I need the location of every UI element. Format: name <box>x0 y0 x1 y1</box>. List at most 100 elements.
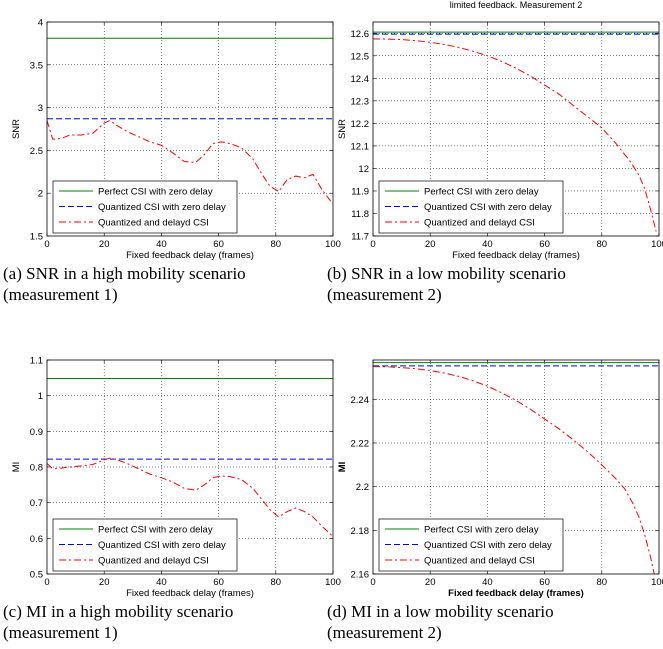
y-tick-label: 2.16 <box>351 570 370 581</box>
x-tick-label: 80 <box>271 577 282 588</box>
plot-frame <box>372 359 660 575</box>
y-tick-label: 1.5 <box>30 232 43 243</box>
y-tick-label: 2.2 <box>356 482 369 493</box>
y-tick-label: 2.5 <box>30 146 43 157</box>
x-tick-label: 100 <box>651 577 663 588</box>
y-tick-label: 12.2 <box>351 119 370 130</box>
x-tick-label: 20 <box>425 577 436 588</box>
x-tick-label: 40 <box>482 239 493 250</box>
legend: Perfect CSI with zero delay Quantized CSI… <box>378 180 564 234</box>
plot-frame <box>372 21 660 237</box>
y-tick-label: 11.9 <box>351 186 369 197</box>
x-axis-label: Fixed feedback delay (frames) <box>448 588 584 599</box>
legend-label-perfect: Perfect CSI with zero delay <box>98 187 213 198</box>
x-tick-label: 0 <box>44 577 49 588</box>
legend-label-perfect: Perfect CSI with zero delay <box>424 187 539 198</box>
caption-b: (b) SNR in a low mobility scenario (meas… <box>327 263 566 305</box>
y-tick-label: 12.5 <box>351 51 370 62</box>
y-tick-label: 0.9 <box>30 427 43 438</box>
y-tick-label: 2.18 <box>351 526 370 537</box>
x-tick-label: 100 <box>651 239 663 250</box>
y-tick-label: 11.8 <box>351 209 369 220</box>
x-axis-label: Fixed feedback delay (frames) <box>126 588 254 599</box>
caption-a-line1: (a) SNR in a high mobility scenario <box>3 264 246 283</box>
series-line-delayed <box>47 457 333 537</box>
legend-label-delayed: Quantized and delayd CSI <box>98 556 209 567</box>
x-tick-label: 0 <box>370 239 375 250</box>
legend-label-perfect: Perfect CSI with zero delay <box>424 525 539 536</box>
y-tick-label: 0.6 <box>30 534 43 545</box>
y-tick-label: 3.5 <box>30 60 43 71</box>
legend: Perfect CSI with zero delay Quantized CSI… <box>52 518 238 572</box>
legend-label-perfect: Perfect CSI with zero delay <box>98 525 213 536</box>
legend-box <box>52 180 238 234</box>
x-tick-label: 20 <box>425 239 436 250</box>
chart-title: limited feedback. Measurement 2 <box>450 0 583 10</box>
chart-c: 0 20 40 60 80 100 0.5 0.6 0.7 0.8 0.9 1 1.1 Fixed fee… <box>11 356 341 600</box>
caption-c: (c) MI in a high mobility scenario (meas… <box>3 601 233 643</box>
x-tick-label: 100 <box>325 239 341 250</box>
caption-d: (d) MI in a low mobility scenario (measu… <box>327 601 554 643</box>
y-tick-label: 12.4 <box>351 74 370 85</box>
caption-d-line1: (d) MI in a low mobility scenario <box>327 602 554 621</box>
caption-c-line2: (measurement 1) <box>3 623 118 642</box>
x-tick-label: 40 <box>156 239 167 250</box>
y-tick-label: 2 <box>38 189 43 200</box>
series-line-delayed <box>47 119 333 205</box>
legend-box <box>378 518 564 572</box>
x-tick-label: 80 <box>597 239 608 250</box>
y-tick-label: 11.7 <box>351 232 369 243</box>
legend-box <box>378 180 564 234</box>
y-axis-label: MI <box>11 462 22 473</box>
y-tick-label: 2.22 <box>351 438 370 449</box>
caption-d-line2: (measurement 2) <box>327 623 442 642</box>
x-tick-label: 60 <box>539 577 550 588</box>
y-axis-label: SNR <box>337 119 348 139</box>
x-tick-label: 20 <box>99 577 110 588</box>
legend: Perfect CSI with zero delay Quantized CSI… <box>52 180 238 234</box>
x-tick-label: 0 <box>44 239 49 250</box>
y-tick-label: 12.1 <box>351 141 370 152</box>
x-tick-label: 0 <box>370 577 375 588</box>
x-tick-label: 40 <box>156 577 167 588</box>
caption-c-line1: (c) MI in a high mobility scenario <box>3 602 234 621</box>
series-line-delayed <box>373 38 657 232</box>
y-axis-label: MI <box>337 462 348 473</box>
legend-label-quantized: Quantized CSI with zero delay <box>98 202 226 213</box>
x-tick-label: 80 <box>597 577 608 588</box>
y-tick-label: 1.1 <box>30 356 43 367</box>
legend-label-delayed: Quantized and delayd CSI <box>98 218 209 229</box>
chart-d: 0 20 40 60 80 100 2.16 2.18 2.2 2.22 2.24 Fixed fee… <box>337 359 663 599</box>
plot-frame <box>46 21 334 237</box>
caption-b-line1: (b) SNR in a low mobility scenario <box>327 264 566 283</box>
legend-label-quantized: Quantized CSI with zero delay <box>424 202 552 213</box>
legend-label-delayed: Quantized and delayd CSI <box>424 556 535 567</box>
y-tick-label: 3 <box>38 103 43 114</box>
y-tick-label: 0.8 <box>30 463 43 474</box>
x-tick-label: 60 <box>213 239 224 250</box>
y-tick-label: 12 <box>358 164 369 175</box>
chart-b: 0 20 40 60 80 100 11.7 11.8 11.9 12 12.1 12.2 12.3 12… <box>337 0 663 261</box>
legend: Perfect CSI with zero delay Quantized CSI… <box>378 518 564 572</box>
legend-box <box>52 518 238 572</box>
y-tick-label: 0.7 <box>30 498 43 509</box>
x-tick-label: 60 <box>539 239 550 250</box>
plot-frame <box>46 359 334 575</box>
caption-b-line2: (measurement 2) <box>327 285 442 304</box>
x-tick-label: 100 <box>325 577 341 588</box>
y-tick-label: 12.6 <box>351 29 370 40</box>
chart-a: 0 20 40 60 80 100 1.5 2 2.5 3 3.5 4 Fixed feedback d… <box>11 18 341 262</box>
legend-label-delayed: Quantized and delayd CSI <box>424 218 535 229</box>
legend-label-quantized: Quantized CSI with zero delay <box>424 540 552 551</box>
y-tick-label: 12.3 <box>351 96 370 107</box>
x-tick-label: 20 <box>99 239 110 250</box>
x-tick-label: 40 <box>482 577 493 588</box>
y-tick-label: 2.24 <box>351 395 370 406</box>
y-tick-label: 1 <box>38 391 43 402</box>
x-tick-label: 60 <box>213 577 224 588</box>
caption-a-line2: (measurement 1) <box>3 285 118 304</box>
caption-a: (a) SNR in a high mobility scenario (mea… <box>3 263 246 305</box>
x-axis-label: Fixed feedback delay (frames) <box>452 250 580 261</box>
x-tick-label: 80 <box>271 239 282 250</box>
